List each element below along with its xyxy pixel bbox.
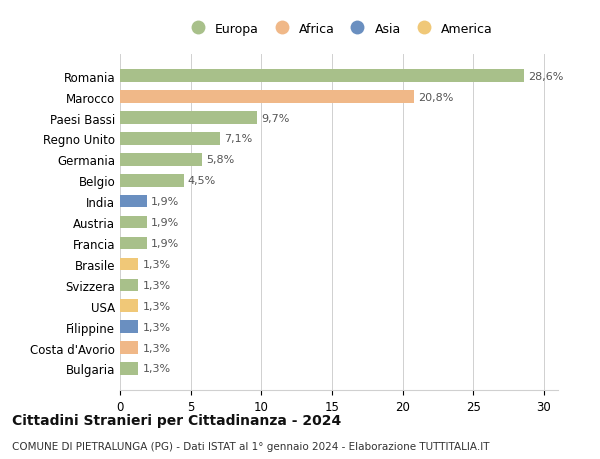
- Text: 5,8%: 5,8%: [206, 155, 235, 165]
- Bar: [120, 300, 139, 312]
- Text: 1,3%: 1,3%: [143, 301, 171, 311]
- Bar: [120, 133, 220, 146]
- Bar: [120, 363, 139, 375]
- Text: 1,9%: 1,9%: [151, 239, 179, 248]
- Text: 20,8%: 20,8%: [418, 92, 454, 102]
- Bar: [120, 321, 139, 333]
- Bar: [120, 154, 202, 166]
- Bar: [120, 174, 184, 187]
- Text: 1,3%: 1,3%: [143, 322, 171, 332]
- Legend: Europa, Africa, Asia, America: Europa, Africa, Asia, America: [180, 18, 498, 41]
- Text: 9,7%: 9,7%: [261, 113, 290, 123]
- Text: Cittadini Stranieri per Cittadinanza - 2024: Cittadini Stranieri per Cittadinanza - 2…: [12, 413, 341, 427]
- Bar: [120, 279, 139, 291]
- Bar: [120, 196, 147, 208]
- Text: COMUNE DI PIETRALUNGA (PG) - Dati ISTAT al 1° gennaio 2024 - Elaborazione TUTTIT: COMUNE DI PIETRALUNGA (PG) - Dati ISTAT …: [12, 441, 490, 451]
- Bar: [120, 258, 139, 271]
- Text: 1,9%: 1,9%: [151, 218, 179, 228]
- Bar: [120, 112, 257, 124]
- Bar: [120, 341, 139, 354]
- Text: 1,3%: 1,3%: [143, 280, 171, 290]
- Text: 1,3%: 1,3%: [143, 364, 171, 374]
- Bar: [120, 70, 524, 83]
- Text: 28,6%: 28,6%: [529, 72, 564, 82]
- Text: 4,5%: 4,5%: [188, 176, 216, 186]
- Bar: [120, 91, 414, 104]
- Text: 1,3%: 1,3%: [143, 259, 171, 269]
- Bar: [120, 237, 147, 250]
- Text: 1,9%: 1,9%: [151, 197, 179, 207]
- Bar: [120, 216, 147, 229]
- Text: 7,1%: 7,1%: [224, 134, 253, 144]
- Text: 1,3%: 1,3%: [143, 343, 171, 353]
